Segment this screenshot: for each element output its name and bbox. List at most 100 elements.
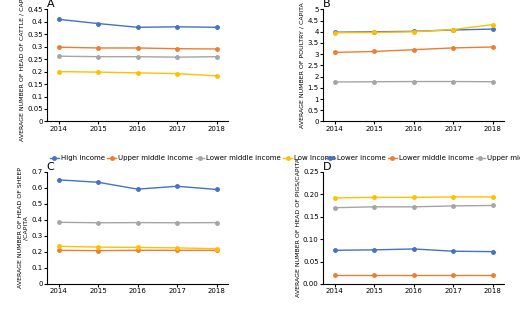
Upper middle income bbox=[56, 45, 62, 49]
Line: Upper middle income: Upper middle income bbox=[333, 45, 495, 54]
Line: Upper middle income: Upper middle income bbox=[57, 46, 218, 51]
Line: Lower middle income: Lower middle income bbox=[57, 221, 218, 225]
Upper middle income bbox=[371, 205, 377, 209]
Low Income bbox=[95, 70, 101, 74]
Low Income bbox=[213, 247, 219, 251]
Lower income bbox=[410, 247, 417, 251]
Lower middle income bbox=[95, 55, 101, 59]
Line: High Income: High Income bbox=[57, 178, 218, 191]
Low Income bbox=[95, 245, 101, 249]
High Income bbox=[332, 196, 338, 200]
Upper middle income bbox=[410, 205, 417, 209]
Lower middle income bbox=[95, 221, 101, 225]
Lower middle income bbox=[174, 221, 180, 225]
Low Income bbox=[135, 71, 141, 75]
Low Income bbox=[213, 74, 219, 78]
Upper middle income bbox=[450, 46, 456, 50]
High Income bbox=[410, 196, 417, 199]
Upper middle income bbox=[332, 206, 338, 210]
Y-axis label: AVERAGE NUMBER OF HEAD OF CATTLE / CAPITA: AVERAGE NUMBER OF HEAD OF CATTLE / CAPIT… bbox=[19, 0, 24, 141]
Line: Upper middle income: Upper middle income bbox=[333, 204, 495, 209]
Upper middle income bbox=[174, 47, 180, 51]
Low Income bbox=[56, 244, 62, 248]
Upper middle income bbox=[410, 48, 417, 51]
Lower middle income bbox=[410, 273, 417, 277]
Low Income bbox=[174, 246, 180, 250]
Upper middle income bbox=[489, 45, 496, 49]
Low Income bbox=[489, 23, 496, 27]
Line: Low Income: Low Income bbox=[333, 23, 495, 34]
Line: High Income: High Income bbox=[57, 17, 218, 29]
High Income bbox=[213, 25, 219, 29]
Text: B: B bbox=[323, 0, 330, 9]
High Income bbox=[489, 195, 496, 199]
High Income bbox=[135, 25, 141, 29]
Lower middle income bbox=[332, 273, 338, 277]
High Income bbox=[489, 27, 496, 31]
Lower income bbox=[450, 249, 456, 253]
Y-axis label: AVERAGE NUMBER OF POULTRY / CAPITA: AVERAGE NUMBER OF POULTRY / CAPITA bbox=[300, 2, 305, 128]
Lower middle income bbox=[371, 273, 377, 277]
Low Income bbox=[450, 28, 456, 32]
Lower middle income bbox=[56, 54, 62, 58]
High Income bbox=[56, 17, 62, 21]
Low Income bbox=[410, 30, 417, 34]
Lower middle income bbox=[489, 273, 496, 277]
High Income bbox=[95, 22, 101, 25]
Lower middle income bbox=[450, 80, 456, 83]
Line: Lower income: Lower income bbox=[333, 247, 495, 253]
Lower middle income bbox=[174, 55, 180, 59]
Legend: Lower income, Lower middle income, Upper middle income, High Income: Lower income, Lower middle income, Upper… bbox=[326, 155, 520, 161]
High Income bbox=[371, 196, 377, 199]
Lower middle income bbox=[450, 273, 456, 277]
High Income bbox=[450, 195, 456, 199]
Line: High Income: High Income bbox=[333, 195, 495, 200]
Upper middle income bbox=[371, 50, 377, 53]
Text: A: A bbox=[47, 0, 55, 9]
Upper middle income bbox=[135, 248, 141, 252]
Lower income bbox=[332, 248, 338, 252]
Line: Lower middle income: Lower middle income bbox=[57, 54, 218, 59]
Upper middle income bbox=[213, 248, 219, 252]
High Income bbox=[213, 188, 219, 191]
High Income bbox=[174, 25, 180, 29]
Upper middle income bbox=[213, 47, 219, 51]
Lower middle income bbox=[135, 221, 141, 224]
Upper middle income bbox=[489, 204, 496, 207]
Lower middle income bbox=[135, 55, 141, 59]
Lower middle income bbox=[371, 80, 377, 84]
High Income bbox=[450, 28, 456, 32]
Low Income bbox=[174, 72, 180, 76]
Upper middle income bbox=[135, 46, 141, 50]
Upper middle income bbox=[95, 249, 101, 252]
Y-axis label: AVERAGE NUMBER OF HEAD OF SHEEP
/CAPITA: AVERAGE NUMBER OF HEAD OF SHEEP /CAPITA bbox=[18, 168, 29, 288]
Low Income bbox=[135, 246, 141, 249]
Upper middle income bbox=[332, 51, 338, 54]
Lower middle income bbox=[410, 80, 417, 83]
Line: High Income: High Income bbox=[333, 27, 495, 34]
Upper middle income bbox=[56, 248, 62, 252]
Line: Upper middle income: Upper middle income bbox=[57, 249, 218, 252]
Line: Lower middle income: Lower middle income bbox=[333, 273, 495, 277]
Lower middle income bbox=[332, 80, 338, 84]
Lower middle income bbox=[56, 220, 62, 224]
Low Income bbox=[371, 31, 377, 34]
Lower middle income bbox=[213, 55, 219, 59]
Low Income bbox=[56, 70, 62, 74]
Legend: High Income, Upper middle income, Lower middle income, Low Income: High Income, Upper middle income, Lower … bbox=[50, 155, 335, 161]
Line: Low Income: Low Income bbox=[57, 70, 218, 78]
High Income bbox=[135, 187, 141, 191]
High Income bbox=[332, 30, 338, 34]
Line: Low Income: Low Income bbox=[57, 245, 218, 251]
High Income bbox=[371, 30, 377, 34]
High Income bbox=[174, 184, 180, 188]
High Income bbox=[410, 29, 417, 33]
High Income bbox=[95, 180, 101, 184]
Lower middle income bbox=[489, 80, 496, 84]
Lower income bbox=[371, 248, 377, 252]
Low Income bbox=[332, 31, 338, 35]
Text: D: D bbox=[323, 162, 331, 172]
Upper middle income bbox=[95, 46, 101, 50]
Lower income bbox=[489, 250, 496, 254]
Upper middle income bbox=[450, 204, 456, 208]
